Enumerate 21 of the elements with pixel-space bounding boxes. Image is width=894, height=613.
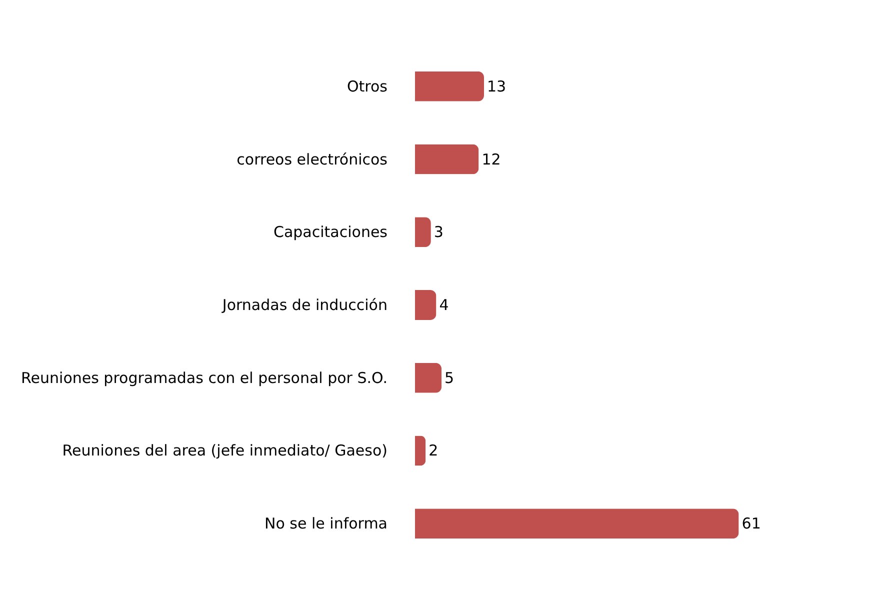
bar bbox=[415, 436, 426, 466]
bar bbox=[415, 290, 436, 320]
bar bbox=[415, 362, 442, 393]
y-tick-label: Capacitaciones bbox=[273, 223, 388, 242]
y-tick-label: Jornadas de inducción bbox=[221, 296, 388, 314]
data-label: 2 bbox=[428, 442, 438, 460]
bar bbox=[415, 508, 739, 539]
y-tick-label: Reuniones del area (jefe inmediato/ Gaeso) bbox=[62, 442, 388, 460]
data-label: 61 bbox=[742, 514, 761, 533]
data-label: 13 bbox=[487, 77, 506, 96]
y-tick-label: Otros bbox=[346, 77, 388, 96]
data-label: 5 bbox=[444, 368, 454, 387]
y-tick-label: correos electrónicos bbox=[236, 150, 388, 168]
y-tick-label: No se le informa bbox=[264, 514, 388, 533]
bar bbox=[415, 144, 479, 174]
data-label: 3 bbox=[434, 223, 444, 242]
bar bbox=[415, 71, 484, 102]
y-tick-label: Reuniones programadas con el personal por S.O. bbox=[21, 368, 388, 387]
data-label: 4 bbox=[439, 296, 449, 314]
bar bbox=[415, 217, 431, 248]
data-label: 12 bbox=[482, 150, 501, 168]
